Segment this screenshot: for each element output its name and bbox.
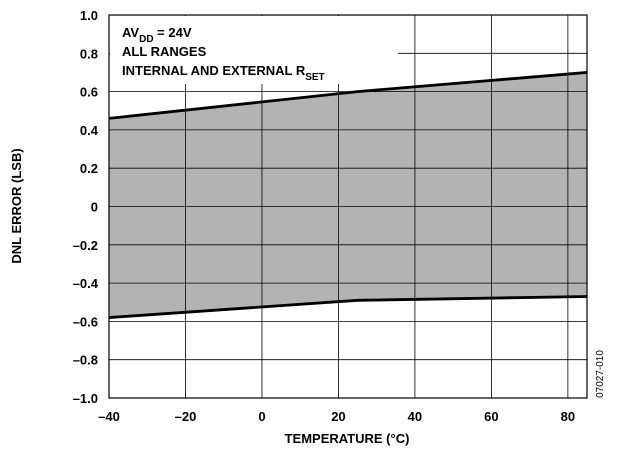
- y-tick-label: –1.0: [73, 391, 98, 406]
- y-tick-label: 0.4: [80, 123, 99, 138]
- lower-bound-line: [108, 295, 588, 319]
- x-tick-labels: –40 –20 0 20 40 60 80: [98, 409, 575, 424]
- annotation-supply-voltage: AVDD = 24V: [122, 25, 192, 45]
- y-tick-label: –0.8: [73, 353, 98, 368]
- annotation-box: AVDD = 24V ALL RANGES INTERNAL AND EXTER…: [110, 16, 398, 84]
- annotation-rset: INTERNAL AND EXTERNAL RSET: [122, 63, 325, 83]
- y-tick-label: 1.0: [80, 8, 98, 23]
- boundary-lines: [108, 71, 588, 319]
- annotation-rset-subscript: SET: [305, 72, 324, 83]
- upper-bound-line: [108, 71, 588, 120]
- shaded-band: [109, 72, 587, 318]
- plot-frame: [108, 14, 588, 399]
- y-axis-title: DNL ERROR (LSB): [9, 148, 24, 263]
- annotation-rset-text: INTERNAL AND EXTERNAL R: [122, 63, 306, 78]
- shaded-range-area: [109, 72, 587, 318]
- x-axis-title: TEMPERATURE (°C): [285, 431, 410, 446]
- annotation-background: [110, 16, 398, 84]
- x-tick-label: –40: [98, 409, 120, 424]
- y-tick-label: –0.4: [73, 276, 99, 291]
- x-tick-label: 40: [408, 409, 422, 424]
- annotation-dd-subscript: DD: [139, 34, 153, 45]
- annotation-av-text: AV: [122, 25, 139, 40]
- x-tick-label: 80: [561, 409, 575, 424]
- x-tick-label: 60: [484, 409, 498, 424]
- y-tick-label: 0: [91, 200, 98, 215]
- y-tick-label: 0.8: [80, 46, 98, 61]
- annotation-voltage-text: = 24V: [154, 25, 192, 40]
- annotation-ranges: ALL RANGES: [122, 44, 207, 59]
- x-tick-label: 0: [258, 409, 265, 424]
- y-tick-label: –0.2: [73, 238, 98, 253]
- y-tick-labels: 1.0 0.8 0.6 0.4 0.2 0 –0.2 –0.4 –0.6 –0.8 –1.0: [73, 8, 99, 406]
- y-tick-label: –0.6: [73, 314, 98, 329]
- x-tick-label: –20: [175, 409, 197, 424]
- figure-id: 07027-010: [595, 350, 606, 398]
- y-tick-label: 0.6: [80, 85, 98, 100]
- x-tick-label: 20: [331, 409, 345, 424]
- grid-lines: [109, 15, 587, 398]
- y-tick-label: 0.2: [80, 161, 98, 176]
